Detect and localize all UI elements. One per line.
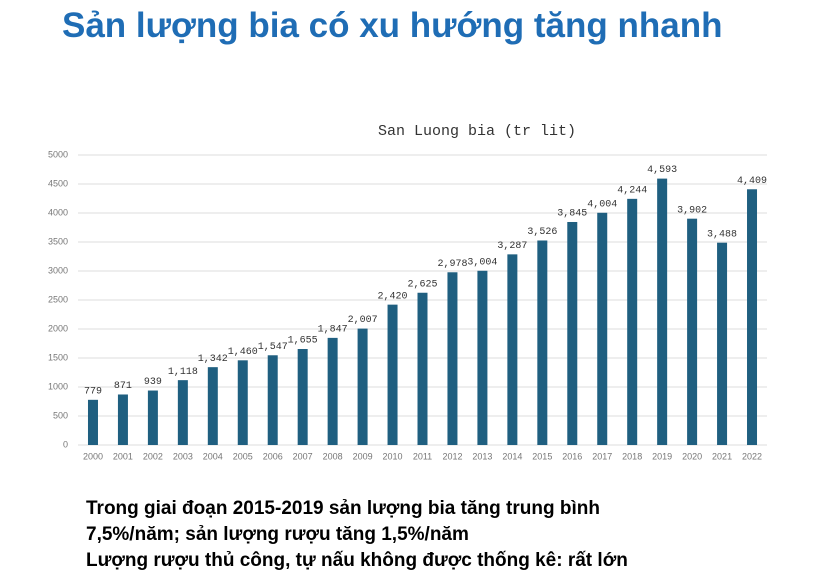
bar [147, 390, 158, 445]
x-tick-label: 2022 [742, 451, 762, 461]
bar [657, 178, 668, 445]
notes: Trong giai đoạn 2015-2019 sản lượng bia … [86, 496, 628, 574]
note-line: Trong giai đoạn 2015-2019 sản lượng bia … [86, 498, 600, 519]
value-label: 2,420 [378, 291, 408, 302]
bar [537, 240, 548, 445]
y-tick-label: 3500 [48, 236, 68, 246]
value-label: 871 [114, 381, 132, 392]
bar [627, 198, 638, 445]
x-tick-label: 2017 [592, 451, 612, 461]
y-tick-label: 2500 [48, 294, 68, 304]
x-tick-label: 2011 [413, 451, 432, 461]
chart: San Luong bia (tr lit) 0 500 1000 1500 2000 2… [48, 123, 767, 461]
x-tick-label: 2016 [562, 451, 582, 461]
value-label: 1,342 [198, 354, 228, 365]
value-label: 779 [84, 386, 102, 397]
bar [177, 380, 188, 445]
bar [357, 328, 368, 445]
x-tick-label: 2020 [682, 451, 702, 461]
x-tick-label: 2006 [263, 451, 283, 461]
value-label: 1,847 [318, 325, 348, 336]
note-line: Lượng rượu thủ công, tự nấu không được t… [86, 550, 628, 571]
bar [327, 337, 338, 445]
bar [297, 349, 308, 445]
value-label: 4,409 [737, 176, 767, 187]
value-label: 1,460 [228, 347, 258, 358]
value-label: 3,004 [467, 257, 497, 268]
bar [597, 212, 608, 445]
bar [507, 254, 518, 445]
note-line: 7,5%/năm; sản lượng rượu tăng 1,5%/năm [86, 524, 469, 545]
x-tick-label: 2014 [502, 451, 522, 461]
x-tick-label: 2002 [143, 451, 163, 461]
value-label: 4,244 [617, 185, 647, 196]
value-label: 1,118 [168, 367, 198, 378]
x-tick-label: 2015 [532, 451, 552, 461]
x-tick-label: 2021 [712, 451, 732, 461]
bar [447, 272, 458, 445]
bar [717, 242, 728, 445]
bar [87, 399, 98, 445]
x-tick-label: 2013 [472, 451, 492, 461]
y-tick-label: 1000 [48, 381, 68, 391]
bar [237, 360, 248, 445]
x-tick-label: 2019 [652, 451, 672, 461]
value-label: 3,287 [497, 241, 527, 252]
x-tick-label: 2005 [233, 451, 253, 461]
chart-title: San Luong bia (tr lit) [378, 123, 576, 140]
value-label: 939 [144, 377, 162, 388]
y-tick-label: 5000 [48, 149, 68, 159]
bar [117, 394, 128, 445]
bar [267, 355, 278, 445]
value-label: 2,978 [437, 259, 467, 270]
bar [567, 221, 578, 445]
bar [477, 270, 488, 445]
heading: Sản lượng bia có xu hướng tăng nhanh [62, 6, 723, 45]
y-tick-label: 3000 [48, 265, 68, 275]
x-tick-label: 2008 [323, 451, 343, 461]
value-label: 3,488 [707, 229, 737, 240]
x-tick-label: 2000 [83, 451, 103, 461]
x-tick-label: 2012 [442, 451, 462, 461]
value-label: 3,845 [557, 209, 587, 220]
value-label: 3,902 [677, 205, 707, 216]
y-tick-label: 500 [53, 410, 68, 420]
value-label: 4,593 [647, 165, 677, 176]
bar [687, 218, 698, 445]
bar [417, 292, 428, 445]
bar [207, 367, 218, 445]
value-label: 2,007 [348, 315, 378, 326]
y-tick-label: 1500 [48, 352, 68, 362]
x-tick-label: 2003 [173, 451, 193, 461]
value-label: 1,655 [288, 336, 318, 347]
x-tick-label: 2004 [203, 451, 223, 461]
value-label: 1,547 [258, 342, 288, 353]
x-tick-label: 2007 [293, 451, 313, 461]
x-tick-label: 2018 [622, 451, 642, 461]
bar [387, 304, 398, 445]
y-tick-label: 4500 [48, 178, 68, 188]
y-tick-label: 0 [63, 439, 68, 449]
value-label: 4,004 [587, 199, 617, 210]
x-tick-label: 2009 [353, 451, 373, 461]
value-label: 3,526 [527, 227, 557, 238]
x-tick-label: 2010 [383, 451, 403, 461]
bar [747, 189, 758, 445]
x-tick-label: 2001 [113, 451, 133, 461]
y-tick-label: 2000 [48, 323, 68, 333]
value-label: 2,625 [407, 279, 437, 290]
y-tick-label: 4000 [48, 207, 68, 217]
